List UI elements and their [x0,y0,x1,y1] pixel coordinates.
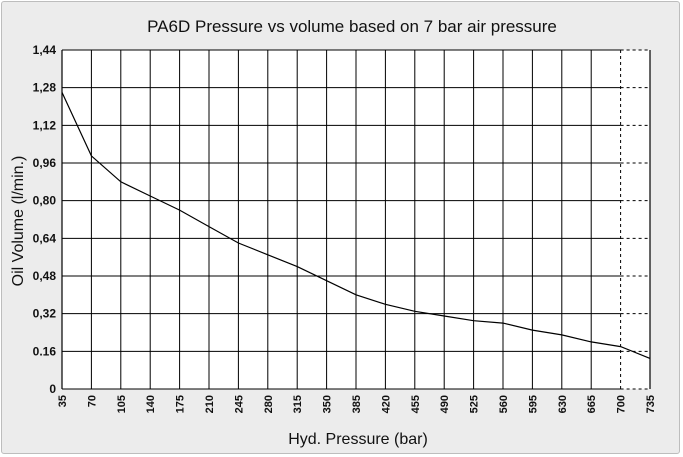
x-axis-label: Hyd. Pressure (bar) [288,431,428,448]
x-tick-label: 490 [439,395,451,413]
y-tick-label: 1,12 [33,118,57,132]
y-tick-label: 1,28 [33,81,57,95]
chart-title: PA6D Pressure vs volume based on 7 bar a… [147,17,557,36]
x-tick-label: 700 [616,395,628,413]
x-tick-label: 70 [86,395,98,407]
y-tick-label: 0,48 [33,269,57,283]
y-tick-label: 0,64 [33,231,57,245]
x-tick-label: 280 [263,395,275,413]
y-tick-label: 0 [49,382,56,396]
x-tick-label: 35 [57,395,69,407]
x-tick-label: 560 [498,395,510,413]
y-tick-label: 0.16 [33,344,57,358]
x-tick-label: 525 [469,395,481,413]
x-tick-label: 665 [586,395,598,413]
y-tick-label: 0,96 [33,156,57,170]
x-tick-label: 315 [292,395,304,413]
x-tick-label: 245 [233,395,245,413]
x-tick-label: 385 [351,395,363,413]
y-tick-label: 1,44 [33,43,57,57]
x-tick-label: 350 [322,395,334,413]
y-tick-label: 0,32 [33,307,57,321]
x-tick-label: 630 [557,395,569,413]
y-axis-label: Oil Volume (l/min.) [10,156,27,287]
x-tick-label: 140 [145,395,157,413]
x-tick-label: 105 [116,395,128,413]
y-tick-label: 0,80 [33,194,57,208]
x-tick-label: 455 [410,395,422,413]
x-tick-label: 175 [175,395,187,413]
x-tick-label: 735 [645,395,657,413]
x-tick-label: 595 [527,395,539,413]
x-tick-label: 420 [380,395,392,413]
x-tick-label: 210 [204,395,216,413]
series-line [61,92,651,359]
